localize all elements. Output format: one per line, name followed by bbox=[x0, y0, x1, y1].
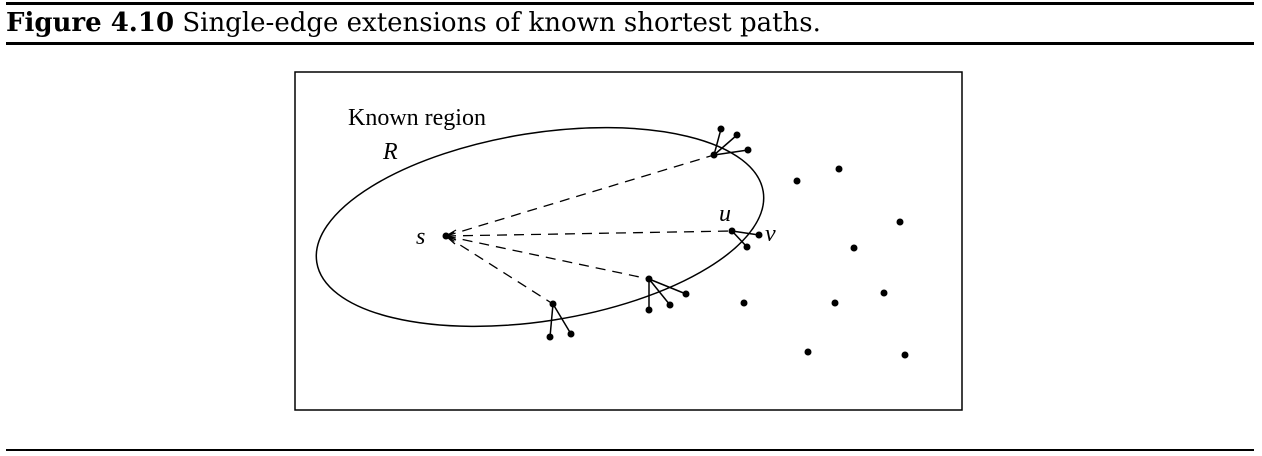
known-shortest-paths bbox=[445, 154, 733, 305]
dashed-path bbox=[445, 154, 715, 237]
dashed-path bbox=[445, 235, 650, 280]
node bbox=[682, 290, 690, 298]
unknown-node bbox=[804, 348, 812, 356]
node-s bbox=[442, 232, 450, 240]
unknown-node bbox=[835, 165, 843, 173]
extension-edge bbox=[713, 128, 722, 156]
dashed-path bbox=[445, 235, 554, 305]
node bbox=[546, 333, 554, 341]
region-symbol: R bbox=[382, 139, 398, 165]
extension-edge bbox=[552, 303, 572, 335]
node bbox=[549, 300, 557, 308]
figure-label: Figure 4.10 bbox=[6, 8, 175, 38]
unknown-node bbox=[740, 299, 748, 307]
node bbox=[717, 125, 725, 133]
caption-rule bbox=[6, 42, 1254, 45]
dashed-path bbox=[445, 230, 733, 237]
unknown-node bbox=[880, 289, 888, 297]
node-u-label: u bbox=[719, 201, 731, 227]
source-label: s bbox=[416, 224, 425, 250]
extension-edge bbox=[648, 278, 687, 295]
extension-edge bbox=[731, 230, 748, 248]
unknown-node bbox=[831, 299, 839, 307]
unknown-node bbox=[901, 351, 909, 359]
graph-nodes bbox=[442, 125, 909, 359]
node bbox=[666, 301, 674, 309]
unknown-node bbox=[793, 177, 801, 185]
node bbox=[743, 243, 751, 251]
node-u bbox=[728, 227, 736, 235]
node bbox=[744, 146, 752, 154]
top-rule bbox=[6, 2, 1254, 5]
unknown-node bbox=[850, 244, 858, 252]
extension-edge bbox=[713, 149, 749, 156]
unknown-node bbox=[896, 218, 904, 226]
single-edge-extensions bbox=[549, 128, 760, 338]
region-label: Known region bbox=[348, 105, 486, 131]
extension-edge bbox=[648, 278, 671, 306]
node bbox=[567, 330, 575, 338]
node bbox=[645, 275, 653, 283]
node bbox=[733, 131, 741, 139]
extension-edge bbox=[713, 134, 738, 156]
figure-title: Single-edge extensions of known shortest… bbox=[182, 8, 821, 38]
node bbox=[645, 306, 653, 314]
known-region-ellipse bbox=[315, 126, 765, 328]
bottom-rule bbox=[6, 449, 1254, 451]
diagram-frame bbox=[294, 71, 963, 411]
extension-edge bbox=[549, 303, 554, 338]
node-v-label: v bbox=[765, 221, 776, 247]
node bbox=[710, 151, 718, 159]
extension-edge-u-v bbox=[731, 230, 760, 236]
figure-caption: Figure 4.10 Single-edge extensions of kn… bbox=[6, 6, 821, 40]
node-v bbox=[755, 231, 763, 239]
